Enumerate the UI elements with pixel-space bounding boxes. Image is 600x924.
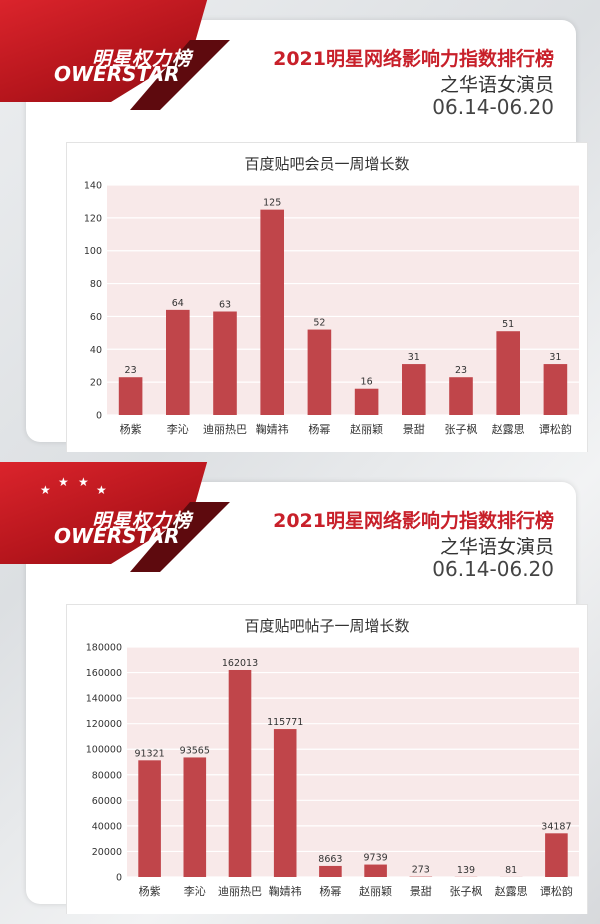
y-tick-label: 60000 (92, 796, 122, 807)
data-label: 16 (361, 377, 373, 388)
brand-logo-en: OWERSTAR (54, 62, 180, 86)
y-tick-label: 120000 (86, 719, 122, 730)
ranking-panel-1: 百度贴吧会员一周增长数 0 20 40 60 80 100 120 140 23 杨紫 64 李沁 63 迪… (0, 0, 600, 452)
data-label: 93565 (180, 745, 210, 756)
x-tick-label: 杨幂 (319, 884, 341, 898)
data-label: 23 (455, 365, 467, 376)
brand-logo-cn: 明星权力榜 (92, 510, 193, 532)
bar (260, 209, 284, 415)
data-label: 273 (412, 865, 430, 876)
x-tick-label: 张子枫 (450, 884, 483, 898)
ranking-date-range: 06.14-06.20 (432, 95, 554, 119)
data-label: 91321 (134, 748, 164, 759)
y-tick-label: 160000 (86, 668, 122, 679)
panel-card: 百度贴吧帖子一周增长数 0 20000 40000 60000 80000 100000 12… (26, 482, 588, 914)
ranking-title: 2021明星网络影响力指数排行榜 (273, 510, 554, 532)
x-tick-label: 李沁 (184, 884, 206, 898)
y-tick-label: 80 (90, 279, 102, 290)
bar (402, 364, 426, 415)
bar (118, 377, 143, 415)
x-tick-label: 迪丽热巴 (203, 423, 247, 436)
x-tick-label: 鞠婧祎 (256, 422, 289, 436)
bar (543, 364, 568, 415)
data-label: 23 (125, 365, 137, 376)
x-tick-label: 张子枫 (445, 422, 478, 436)
data-label: 63 (219, 300, 231, 311)
x-tick-label: 赵丽颖 (359, 884, 392, 898)
bar-chart-posts: 百度贴吧帖子一周增长数 0 20000 40000 60000 80000 100000 12… (86, 617, 579, 898)
y-tick-label: 20 (90, 378, 102, 389)
bar (138, 760, 161, 877)
data-label: 9739 (364, 853, 388, 864)
y-tick-label: 80000 (92, 770, 122, 781)
data-label: 51 (502, 319, 514, 330)
x-tick-label: 杨紫 (139, 884, 161, 898)
x-tick-label: 谭松韵 (540, 884, 573, 898)
bar (228, 669, 252, 877)
x-tick-label: 谭松韵 (539, 422, 572, 436)
data-label: 139 (457, 865, 475, 876)
x-tick-label: 李沁 (167, 422, 189, 436)
bar (183, 757, 207, 877)
data-label: 115771 (267, 717, 303, 728)
bar (213, 311, 237, 415)
panel-card: 百度贴吧会员一周增长数 0 20 40 60 80 100 120 140 23 杨紫 64 李沁 63 迪… (26, 20, 588, 452)
bar (319, 865, 342, 877)
chart-container: 百度贴吧会员一周增长数 0 20 40 60 80 100 120 140 23 杨紫 64 李沁 63 迪… (66, 142, 588, 452)
data-label: 8663 (318, 854, 342, 865)
bar (449, 377, 473, 415)
x-tick-label: 赵露思 (495, 884, 528, 898)
bar (273, 729, 297, 877)
x-tick-label: 迪丽热巴 (218, 885, 262, 898)
x-tick-label: 杨幂 (308, 422, 330, 436)
star-icon: ★ (78, 475, 89, 489)
chart-title: 百度贴吧帖子一周增长数 (244, 617, 409, 635)
y-tick-label: 140000 (86, 694, 122, 705)
y-tick-label: 40000 (92, 821, 122, 832)
y-tick-label: 100 (84, 246, 102, 257)
chart-title: 百度贴吧会员一周增长数 (244, 155, 409, 173)
star-icon: ★ (40, 483, 51, 497)
ranking-title: 2021明星网络影响力指数排行榜 (273, 48, 554, 70)
ranking-panel-2: 百度贴吧帖子一周增长数 0 20000 40000 60000 80000 100000 12… (0, 462, 600, 914)
x-tick-label: 鞠婧祎 (269, 884, 302, 898)
x-tick-label: 景甜 (403, 423, 425, 436)
data-label: 125 (263, 198, 281, 209)
y-tick-label: 120 (84, 213, 102, 224)
y-tick-label: 20000 (92, 847, 122, 858)
star-icon: ★ (58, 475, 69, 489)
chart-container: 百度贴吧帖子一周增长数 0 20000 40000 60000 80000 100000 12… (66, 604, 588, 914)
bar-chart-members: 百度贴吧会员一周增长数 0 20 40 60 80 100 120 140 23 杨紫 64 李沁 63 迪… (84, 155, 579, 436)
data-label: 64 (172, 298, 184, 309)
x-tick-label: 杨紫 (120, 422, 142, 436)
bar (545, 833, 568, 877)
x-tick-label: 景甜 (410, 885, 432, 898)
brand-logo-cn: 明星权力榜 (92, 48, 193, 70)
bar (354, 388, 379, 415)
y-tick-label: 40 (90, 345, 102, 356)
bar (307, 329, 332, 415)
bar (496, 331, 520, 415)
y-tick-label: 0 (96, 411, 102, 422)
y-tick-label: 100000 (86, 745, 122, 756)
data-label: 34187 (541, 821, 571, 832)
data-label: 52 (313, 318, 325, 329)
star-icon: ★ (96, 483, 107, 497)
data-label: 31 (408, 352, 420, 363)
bar (364, 864, 387, 877)
y-tick-label: 60 (90, 312, 102, 323)
data-label: 31 (549, 352, 561, 363)
bar (166, 309, 190, 415)
ranking-date-range: 06.14-06.20 (432, 557, 554, 581)
ranking-subtitle: 之华语女演员 (439, 536, 554, 558)
data-label: 162013 (222, 658, 258, 669)
ranking-subtitle: 之华语女演员 (439, 74, 554, 96)
y-tick-label: 0 (116, 873, 122, 884)
y-tick-label: 180000 (86, 643, 122, 654)
brand-logo-en: OWERSTAR (54, 524, 180, 548)
y-tick-label: 140 (84, 181, 102, 192)
data-label: 81 (505, 865, 517, 876)
x-tick-label: 赵露思 (492, 422, 525, 436)
x-tick-label: 赵丽颖 (350, 422, 383, 436)
